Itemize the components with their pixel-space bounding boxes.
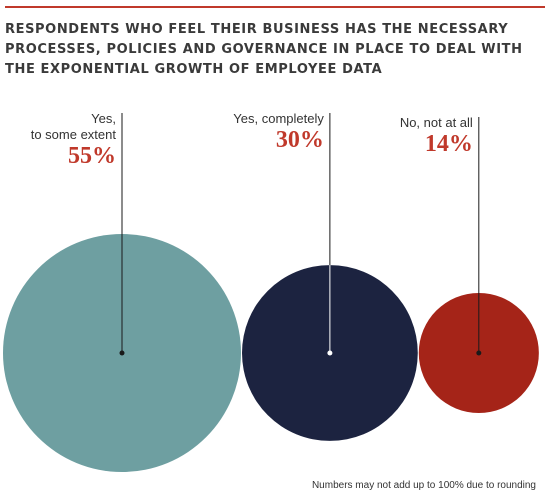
leader-dot-2 <box>327 350 333 356</box>
footnote: Numbers may not add up to 100% due to ro… <box>311 480 536 491</box>
leader-dot-3 <box>476 350 482 356</box>
value-label-2: 30% <box>276 127 324 153</box>
chart-title: RESPONDENTS WHO FEEL THEIR BUSINESS HAS … <box>5 20 545 80</box>
top-rule <box>5 6 545 8</box>
value-label-3: 14% <box>425 131 473 157</box>
chart-title-line-2: PROCESSES, POLICIES AND GOVERNANCE IN PL… <box>5 42 523 57</box>
category-label-2-line-1: Yes, completely <box>233 111 324 126</box>
leader-dot-1 <box>119 350 125 356</box>
category-label-3-line-1: No, not at all <box>400 115 473 130</box>
value-label-1: 55% <box>68 143 116 169</box>
category-label-1-line-2: to some extent <box>31 127 117 142</box>
chart-title-line-1: RESPONDENTS WHO FEEL THEIR BUSINESS HAS … <box>5 22 509 37</box>
category-label-1-line-1: Yes, <box>91 111 116 126</box>
chart-title-line-3: THE EXPONENTIAL GROWTH OF EMPLOYEE DATA <box>5 62 383 77</box>
